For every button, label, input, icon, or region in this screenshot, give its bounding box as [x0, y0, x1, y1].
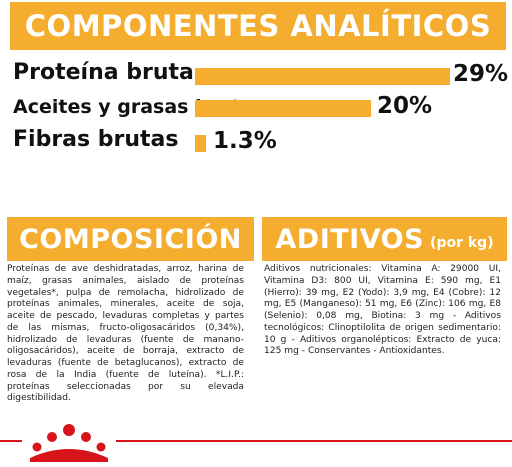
additives-text: Aditivos nutricionales: Vitamina A: 2900… — [264, 264, 501, 357]
additives-subtitle: (por kg) — [430, 235, 494, 251]
additives-title: ADITIVOS — [275, 223, 425, 255]
protein-bar — [195, 68, 450, 85]
footer-line-right — [116, 440, 512, 442]
footer-line-left — [0, 440, 22, 442]
composition-title: COMPOSICIÓN — [19, 223, 242, 255]
fat-value: 20% — [377, 93, 433, 119]
fiber-bar — [195, 135, 206, 152]
fiber-value: 1.3% — [213, 128, 277, 154]
crown-icon — [24, 420, 114, 462]
analytics-title: COMPONENTES ANALÍTICOS — [24, 9, 492, 43]
composition-text: Proteínas de ave deshidratadas, arroz, h… — [7, 264, 244, 404]
protein-value: 29% — [453, 61, 509, 87]
fiber-label: Fibras brutas — [13, 127, 179, 152]
additives-title-band: ADITIVOS (por kg) — [262, 217, 507, 261]
analytics-title-band: COMPONENTES ANALÍTICOS — [10, 2, 506, 50]
fat-bar — [195, 100, 371, 117]
composition-title-band: COMPOSICIÓN — [7, 217, 254, 261]
protein-label: Proteína bruta — [13, 60, 194, 85]
